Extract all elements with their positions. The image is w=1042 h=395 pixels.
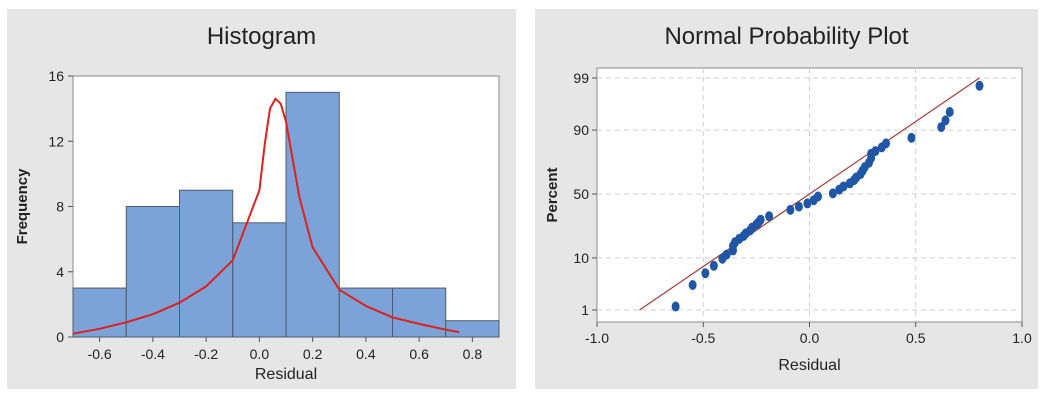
data-point [839,181,848,192]
data-point [975,80,984,91]
histogram-bar [179,189,234,338]
histogram-bar [232,222,287,338]
data-point [937,122,946,133]
y-tick-label: 8 [56,199,64,215]
data-point [722,249,731,260]
data-point [786,204,795,215]
y-tick-label: 1 [581,302,589,318]
data-point [814,191,822,202]
x-tick-label: 0.0 [800,330,820,346]
data-point [701,268,710,279]
data-point [756,214,765,225]
x-tick-label: 0.8 [463,346,483,362]
data-point [907,132,916,143]
data-point [765,211,774,222]
x-tick-label: -0.6 [88,346,112,362]
y-tick-label: 0 [56,329,64,345]
x-tick-label: -0.2 [194,346,218,362]
x-axis-label: Residual [778,357,840,374]
y-axis-label: Percent [544,167,561,222]
histogram-bar [445,320,500,338]
fit-line [639,77,980,311]
data-point [941,115,950,126]
fit-curve [72,97,460,335]
x-tick-label: 0.5 [906,330,926,346]
x-tick-label: 0.2 [303,346,323,362]
y-axis-label: Frequency [14,168,31,245]
y-tick-label: 50 [573,186,589,202]
y-tick-label: 16 [48,68,64,84]
x-tick-label: 0.0 [250,346,270,362]
y-tick-label: 90 [573,122,589,138]
x-tick-label: 0.6 [409,346,429,362]
data-point [945,106,954,117]
data-point [828,188,837,199]
x-tick-label: 1.0 [1012,330,1032,346]
histogram-title: Histogram [206,23,317,50]
histogram-bar [125,206,180,338]
x-axis-label: Residual [255,366,317,383]
y-tick-label: 99 [573,70,589,86]
data-point [882,138,890,149]
y-tick-label: 12 [48,133,64,149]
normal-probability-chart: -1.0 -0.5 0.0 0.5 1.0 1 10 50 90 99 Residual Percen… [544,67,1032,374]
x-tick-label: -0.5 [691,330,715,346]
normal-probability-panel: Normal Probability Plot -1.0 -0.5 0.0 0.5 1.… [535,9,1038,389]
data-point [688,280,697,291]
data-point [871,146,880,157]
histogram-chart: -0.6 -0.4 -0.2 0.0 0.2 0.4 0.6 0.8 0 4 8 12 16 Residu… [14,68,500,383]
x-tick-label: -0.4 [141,346,165,362]
data-point [803,198,812,209]
histogram-bar [285,91,340,338]
x-tick-label: 0.4 [356,346,376,362]
data-point [671,301,680,312]
histogram-bar [392,287,447,338]
histogram-panel: Histogram -0.6 -0.4 -0.2 0.0 0.2 0.4 0.6 0.8 0 4 8… [7,9,516,389]
data-point [794,201,803,212]
normal-probability-title: Normal Probability Plot [664,23,909,50]
y-tick-label: 10 [573,250,589,266]
y-tick-label: 4 [56,264,64,280]
data-point [709,260,718,271]
x-tick-label: -1.0 [585,330,609,346]
